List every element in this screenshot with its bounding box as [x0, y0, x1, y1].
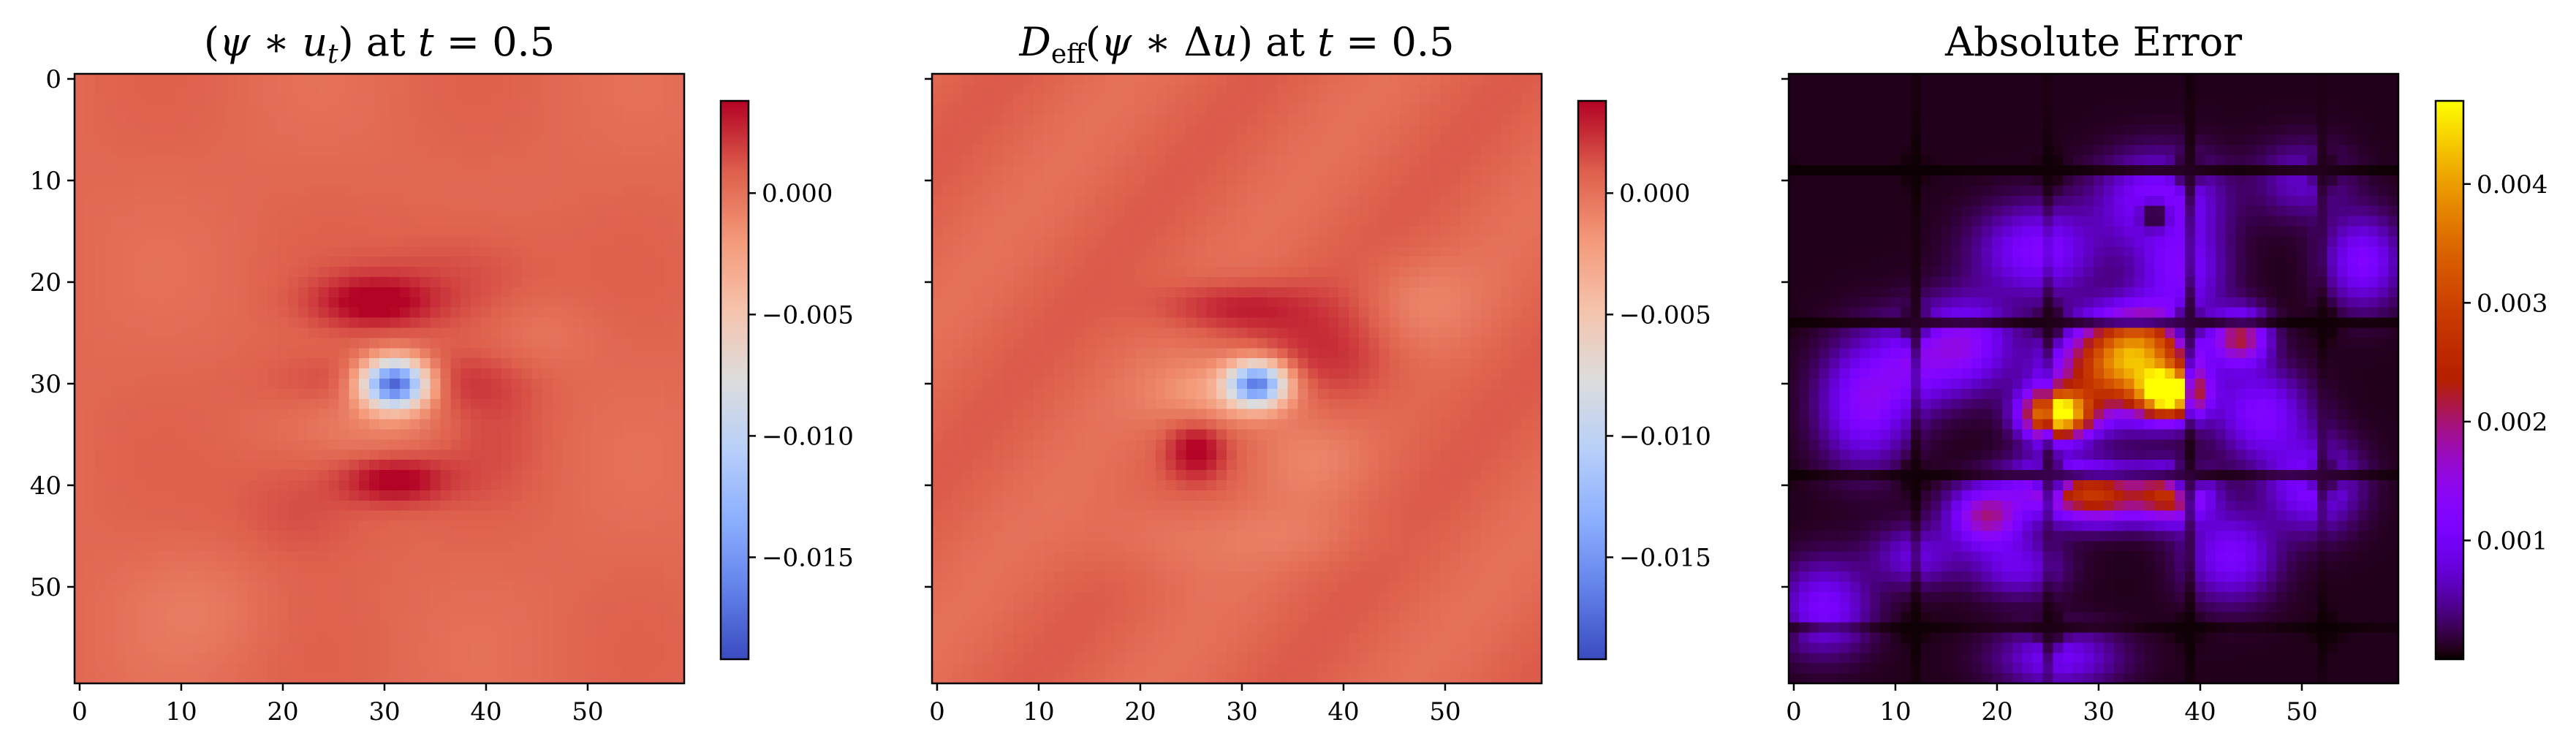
- colorbar-ticks: 0.004 0.003 0.002 0.001: [2463, 170, 2547, 555]
- colorbar-tick-label: 0.000: [1619, 179, 1690, 208]
- colorbar-ticks: 0.000 −0.005 −0.010 −0.015: [749, 179, 854, 572]
- x-tick-label: 10: [1023, 697, 1054, 726]
- x-tick-label: 0: [1786, 697, 1802, 726]
- colorbar-tick-label: −0.005: [1619, 300, 1711, 330]
- x-tick-label: 40: [1327, 697, 1359, 726]
- colorbar-tick-label: −0.015: [762, 543, 854, 572]
- y-tick-label: 40: [30, 471, 61, 501]
- heatmap-image: [75, 74, 684, 683]
- y-tick-label: 50: [30, 573, 61, 602]
- x-tick-label: 20: [1124, 697, 1156, 726]
- colorbar: [1578, 101, 1606, 659]
- x-tick-label: 50: [2286, 697, 2317, 726]
- colorbar-tick-label: 0.002: [2477, 408, 2547, 437]
- x-tick-label: 10: [1879, 697, 1911, 726]
- colorbar-tick-label: 0.000: [762, 179, 833, 208]
- y-tick-label: 0: [45, 65, 61, 94]
- colorbar-tick-label: −0.015: [1619, 543, 1711, 572]
- colorbar-frame: [2434, 99, 2465, 661]
- x-tick-label: 20: [267, 697, 298, 726]
- axes-frame: [931, 72, 1543, 685]
- heatmap-panel-deff: Deff(ψ ∗ Δu) at t = 0.5 0 10 20 30 40 50 0.00…: [925, 19, 1711, 726]
- colorbar-tick-label: −0.005: [762, 300, 854, 330]
- x-tick-label: 40: [2184, 697, 2216, 726]
- x-tick-label: 50: [572, 697, 603, 726]
- axes-frame: [73, 72, 686, 685]
- x-tick-label: 50: [1429, 697, 1461, 726]
- x-tick-label: 20: [1981, 697, 2012, 726]
- axis-ticks: 0 10 20 30 40 50 0 10 20 30 40 50: [30, 65, 604, 726]
- x-tick-label: 40: [470, 697, 501, 726]
- heatmap-image: [932, 74, 1542, 683]
- x-tick-label: 30: [368, 697, 400, 726]
- colorbar-frame: [719, 99, 750, 661]
- x-tick-label: 0: [72, 697, 88, 726]
- x-tick-label: 10: [165, 697, 197, 726]
- chart-title: Deff(ψ ∗ Δu) at t = 0.5: [1019, 19, 1455, 69]
- x-tick-label: 30: [1226, 697, 1257, 726]
- x-tick-label: 0: [929, 697, 945, 726]
- chart-title: Absolute Error: [1944, 19, 2242, 65]
- colorbar-ticks: 0.000 −0.005 −0.010 −0.015: [1606, 179, 1711, 572]
- heatmap-panel-ut: (ψ ∗ ut) at t = 0.5 0 10 20 30 40 50 0 10 20 30 40…: [30, 19, 854, 726]
- colorbar-tick-label: 0.001: [2477, 526, 2547, 555]
- heatmap-image: [1789, 74, 2398, 683]
- axis-ticks: 0 10 20 30 40 50: [1781, 77, 2318, 726]
- colorbar-tick-label: 0.003: [2477, 289, 2547, 318]
- colorbar-tick-label: −0.010: [762, 422, 854, 451]
- x-tick-label: 30: [2083, 697, 2114, 726]
- y-tick-label: 10: [30, 167, 61, 196]
- colorbar: [2436, 101, 2463, 659]
- heatmap-panel-abs-error: Absolute Error 0 10 20 30 40 50 0.0040.0030.0…: [1781, 19, 2547, 726]
- colorbar: [721, 101, 749, 659]
- colorbar-frame: [1577, 99, 1607, 661]
- colorbar-tick-label: 0.004: [2477, 170, 2547, 200]
- y-tick-label: 20: [30, 268, 61, 297]
- colorbar-tick-label: −0.010: [1619, 422, 1711, 451]
- axes-frame: [1787, 72, 2400, 685]
- chart-title: (ψ ∗ ut) at t = 0.5: [204, 19, 555, 69]
- axis-ticks: 0 10 20 30 40 50: [925, 77, 1461, 726]
- y-tick-label: 30: [30, 370, 61, 399]
